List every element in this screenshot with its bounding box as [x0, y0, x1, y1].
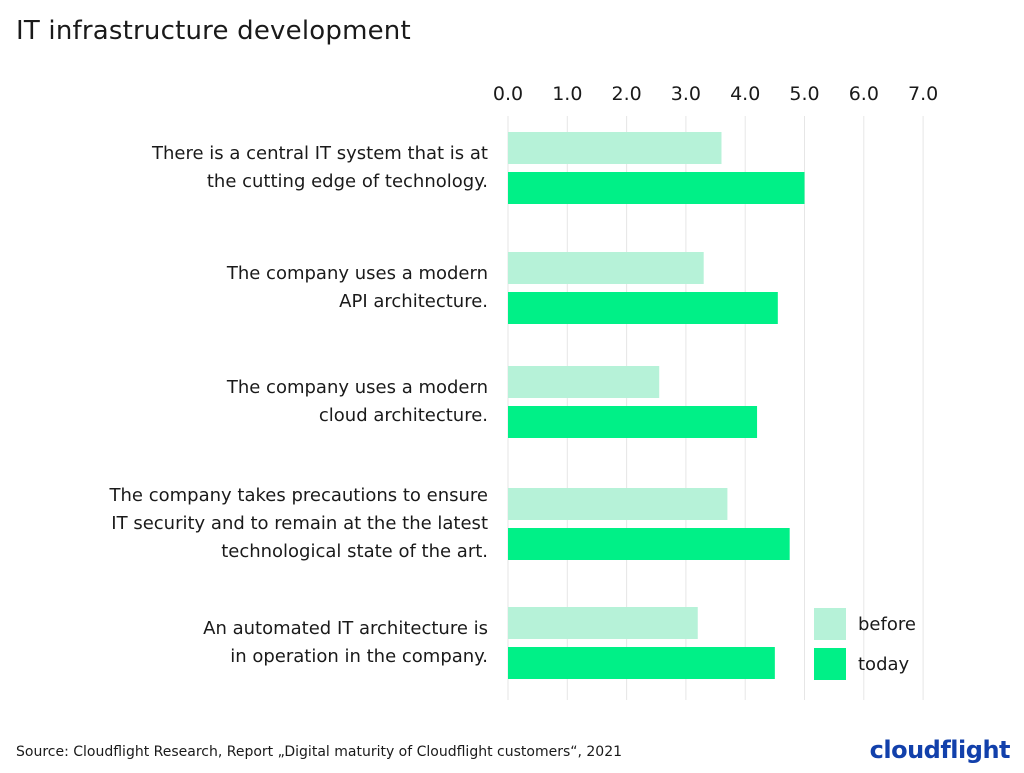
x-tick-label: 1.0 [552, 83, 582, 105]
category-label-3: The company uses a modern cloud architec… [226, 377, 488, 426]
bar-before-2 [508, 252, 704, 284]
bar-today-1 [508, 172, 805, 204]
legend-label-today: today [858, 654, 910, 675]
x-tick-label: 3.0 [671, 83, 701, 105]
bar-today-2 [508, 292, 778, 324]
category-label-5: An automated IT architecture is in opera… [203, 618, 488, 667]
legend-swatch-before [814, 608, 846, 640]
bar-before-1 [508, 132, 722, 164]
legend-swatch-today [814, 648, 846, 680]
source-note: Source: Cloudflight Research, Report „Di… [16, 744, 623, 760]
bar-before-3 [508, 366, 660, 398]
cloudflight-logo: cloudflight [869, 736, 1011, 764]
legend-label-before: before [858, 614, 916, 635]
x-tick-label: 5.0 [789, 83, 819, 105]
x-tick-label: 2.0 [611, 83, 641, 105]
bar-today-5 [508, 647, 775, 679]
bar-before-5 [508, 607, 698, 639]
x-tick-label: 6.0 [849, 83, 879, 105]
category-label-1: There is a central IT system that is at … [151, 143, 488, 192]
category-label-4: The company takes precautions to ensure … [109, 485, 488, 562]
bar-before-4 [508, 488, 728, 520]
chart-title: IT infrastructure development [16, 16, 411, 46]
bar-today-4 [508, 528, 790, 560]
x-tick-label: 4.0 [730, 83, 760, 105]
x-tick-label: 0.0 [493, 83, 523, 105]
bar-today-3 [508, 406, 758, 438]
x-tick-label: 7.0 [908, 83, 938, 105]
category-label-2: The company uses a modern API architectu… [226, 263, 488, 312]
